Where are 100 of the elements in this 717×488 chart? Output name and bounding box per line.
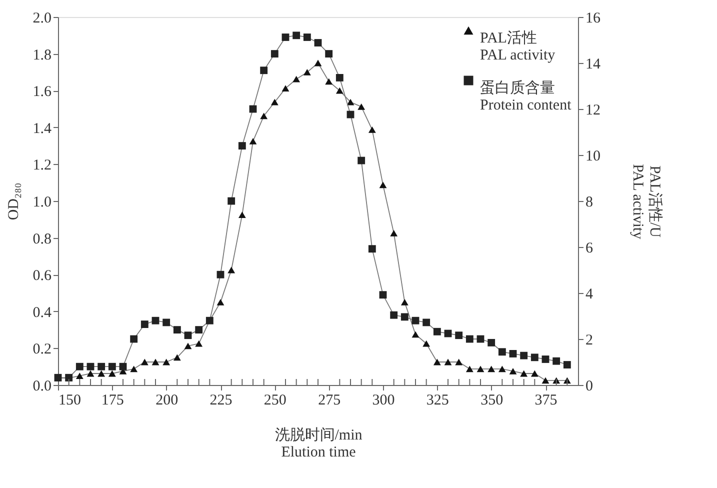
point <box>292 32 300 40</box>
point <box>292 76 300 82</box>
legend-label: 蛋白质含量 Protein content <box>480 80 572 114</box>
x-tick-label: 350 <box>480 392 504 408</box>
y-tick-label: 2.0 <box>32 10 52 26</box>
point <box>260 66 268 74</box>
y-tick-label: 0.2 <box>32 342 52 358</box>
point <box>162 358 170 366</box>
point <box>325 50 333 58</box>
y2-tick-label: 12 <box>586 102 600 118</box>
point <box>130 366 138 372</box>
point <box>238 212 246 218</box>
x-tick-label: 150 <box>58 392 81 408</box>
point <box>509 350 517 358</box>
point <box>455 332 463 340</box>
y2-tick-label: 6 <box>586 240 594 256</box>
point <box>552 357 560 365</box>
point <box>520 370 528 377</box>
y-tick-label: 1.2 <box>32 158 52 174</box>
point <box>314 39 322 46</box>
point <box>379 291 387 299</box>
y2-tick-label: 16 <box>586 10 601 26</box>
point <box>379 182 387 188</box>
point <box>422 340 430 347</box>
point <box>530 354 538 362</box>
point <box>412 316 420 324</box>
x-tick-label: 250 <box>264 392 286 408</box>
point <box>466 366 474 372</box>
point <box>98 370 106 377</box>
y2-tick-label: 10 <box>586 148 600 164</box>
point <box>488 366 496 372</box>
point <box>509 368 517 374</box>
y-axis-title: OD₂₈₀ <box>6 182 22 220</box>
point <box>433 328 441 336</box>
point <box>238 142 246 150</box>
y-tick-label: 0.6 <box>32 268 52 284</box>
point <box>228 197 236 205</box>
x-tick-label: 300 <box>372 392 395 408</box>
point <box>542 377 550 384</box>
point <box>368 126 376 133</box>
point <box>336 87 344 94</box>
point <box>358 156 366 164</box>
point <box>422 318 430 326</box>
y-tick-label: 1.0 <box>32 194 52 210</box>
point <box>476 366 484 372</box>
point <box>433 358 441 366</box>
point <box>76 372 84 380</box>
point <box>108 370 116 377</box>
point <box>444 358 452 366</box>
y2-tick-label: 8 <box>586 194 593 210</box>
y-tick-label: 1.8 <box>32 47 52 64</box>
point <box>152 316 160 324</box>
point <box>140 320 148 328</box>
point <box>346 98 354 106</box>
y2-tick-label: 4 <box>586 286 594 302</box>
point <box>303 68 311 76</box>
point <box>400 298 408 306</box>
y-tick-label: 0.0 <box>32 378 52 394</box>
y-tick-label: 1.6 <box>32 84 52 100</box>
point <box>368 245 376 253</box>
point <box>260 112 268 120</box>
point <box>325 78 333 85</box>
x-tick-label: 200 <box>156 392 178 408</box>
point <box>498 366 506 372</box>
point <box>216 270 224 278</box>
x-tick-label: 325 <box>426 392 449 408</box>
point <box>455 358 463 366</box>
point <box>270 50 278 58</box>
point <box>184 342 192 350</box>
point <box>228 266 236 274</box>
x-tick-label: 275 <box>318 392 341 408</box>
y2-tick-label: 14 <box>586 56 601 72</box>
point <box>563 361 571 368</box>
point <box>195 326 203 334</box>
x-tick-label: 225 <box>210 392 232 408</box>
x-tick-label: 175 <box>101 392 124 408</box>
point <box>542 356 550 363</box>
legend-label: PAL活性 PAL activity <box>480 30 556 64</box>
point <box>108 362 116 370</box>
y-tick-label: 1.4 <box>32 120 52 137</box>
point <box>86 370 94 377</box>
y-tick-label: 0.4 <box>32 304 52 321</box>
point <box>390 230 398 236</box>
point <box>140 358 148 366</box>
y-tick-label: 0.8 <box>32 231 52 248</box>
point <box>314 60 322 66</box>
point <box>282 85 290 92</box>
point <box>119 362 127 370</box>
point <box>358 103 366 110</box>
x-tick-label: 375 <box>534 392 558 408</box>
point <box>530 370 538 377</box>
point <box>173 326 181 334</box>
point <box>400 313 408 321</box>
point <box>195 340 203 347</box>
point <box>303 34 311 41</box>
y2-tick-label: 2 <box>586 332 593 348</box>
point <box>130 335 138 343</box>
point <box>162 318 170 326</box>
y2-axis-title: PAL活性/U PAL activity <box>630 164 664 240</box>
point <box>76 362 84 370</box>
